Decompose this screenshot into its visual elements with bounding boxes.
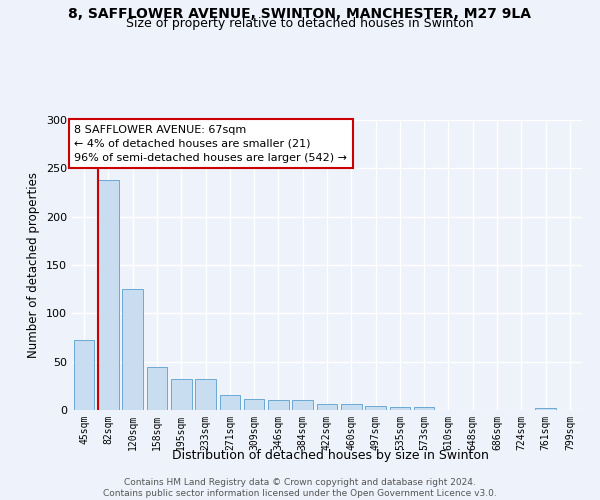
Bar: [98, 180, 119, 410]
Text: Distribution of detached houses by size in Swinton: Distribution of detached houses by size …: [172, 448, 488, 462]
Bar: [414, 407, 434, 410]
Text: Contains HM Land Registry data © Crown copyright and database right 2024.
Contai: Contains HM Land Registry data © Crown c…: [103, 478, 497, 498]
Text: Size of property relative to detached houses in Swinton: Size of property relative to detached ho…: [126, 18, 474, 30]
Bar: [220, 394, 240, 410]
Bar: [317, 404, 337, 410]
Bar: [268, 400, 289, 410]
Text: 8, SAFFLOWER AVENUE, SWINTON, MANCHESTER, M27 9LA: 8, SAFFLOWER AVENUE, SWINTON, MANCHESTER…: [68, 8, 532, 22]
Bar: [74, 340, 94, 410]
Bar: [171, 379, 191, 410]
Text: 8 SAFFLOWER AVENUE: 67sqm
← 4% of detached houses are smaller (21)
96% of semi-d: 8 SAFFLOWER AVENUE: 67sqm ← 4% of detach…: [74, 125, 347, 163]
Bar: [365, 406, 386, 410]
Bar: [341, 404, 362, 410]
Bar: [195, 379, 216, 410]
Bar: [292, 400, 313, 410]
Bar: [244, 400, 265, 410]
Bar: [389, 407, 410, 410]
Y-axis label: Number of detached properties: Number of detached properties: [28, 172, 40, 358]
Bar: [122, 289, 143, 410]
Bar: [535, 408, 556, 410]
Bar: [146, 368, 167, 410]
